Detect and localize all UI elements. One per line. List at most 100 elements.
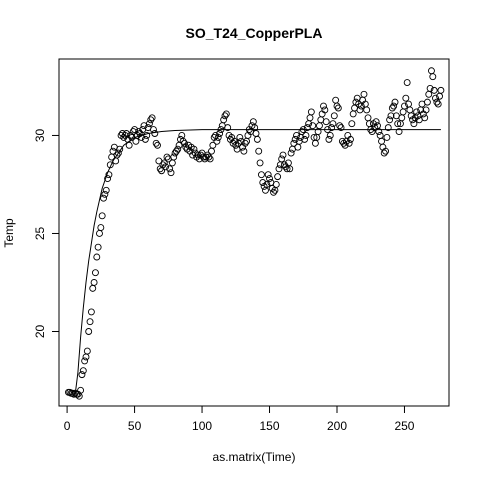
data-point	[326, 136, 332, 142]
data-point	[438, 87, 444, 93]
data-point	[275, 174, 281, 180]
data-point	[152, 131, 158, 137]
data-point	[94, 254, 100, 260]
data-point	[148, 117, 154, 123]
data-point	[221, 117, 227, 123]
data-point	[103, 187, 109, 193]
data-point	[84, 348, 90, 354]
data-point	[271, 189, 277, 195]
data-point	[307, 115, 313, 121]
data-point	[387, 117, 393, 123]
data-point	[95, 244, 101, 250]
data-point	[381, 150, 387, 156]
x-tick-label: 0	[64, 419, 71, 433]
data-point	[79, 372, 85, 378]
data-point	[92, 270, 98, 276]
data-point	[424, 99, 430, 105]
data-point	[98, 225, 104, 231]
data-point	[323, 119, 329, 125]
data-point	[171, 154, 177, 160]
y-tick-label: 30	[33, 128, 47, 142]
fitted-curve	[73, 130, 441, 395]
data-point	[411, 121, 417, 127]
data-point	[208, 148, 214, 154]
data-point	[308, 109, 314, 115]
data-point	[377, 132, 383, 138]
y-tick-label: 25	[33, 226, 47, 240]
data-point	[400, 109, 406, 115]
data-point	[334, 103, 340, 109]
data-point	[428, 68, 434, 74]
data-point	[303, 132, 309, 138]
data-point	[101, 195, 107, 201]
data-point	[88, 309, 94, 315]
data-point	[349, 121, 355, 127]
data-point	[365, 115, 371, 121]
data-point	[254, 136, 260, 142]
data-point	[337, 123, 343, 129]
data-point	[280, 152, 286, 158]
data-point	[237, 134, 243, 140]
data-point	[256, 148, 262, 154]
data-point	[331, 113, 337, 119]
data-point	[399, 115, 405, 121]
data-point	[155, 142, 161, 148]
data-point	[404, 80, 410, 86]
data-point	[257, 160, 263, 166]
data-point	[146, 121, 152, 127]
data-point	[273, 181, 279, 187]
data-point	[267, 176, 273, 182]
data-point	[279, 156, 285, 162]
data-point	[265, 172, 271, 178]
data-point	[384, 134, 390, 140]
data-point	[295, 144, 301, 150]
y-axis-label: Temp	[2, 218, 16, 248]
data-point	[435, 101, 441, 107]
data-point	[434, 99, 440, 105]
data-point	[250, 119, 256, 125]
data-point	[91, 279, 97, 285]
fitted-curve-group	[73, 130, 441, 395]
y-axis: 202530	[33, 128, 59, 338]
x-tick-label: 250	[394, 419, 414, 433]
data-point	[96, 230, 102, 236]
data-point	[83, 354, 89, 360]
data-point	[168, 170, 174, 176]
data-point	[222, 113, 228, 119]
data-point	[364, 107, 370, 113]
data-point	[90, 285, 96, 291]
x-axis-label: as.matrix(Time)	[213, 450, 296, 464]
data-point	[357, 107, 363, 113]
data-point	[80, 368, 86, 374]
data-point	[335, 105, 341, 111]
data-point	[312, 140, 318, 146]
data-point	[241, 148, 247, 154]
data-point	[288, 150, 294, 156]
data-point	[262, 187, 268, 193]
data-point	[391, 103, 397, 109]
chart-title: SO_T24_CopperPLA	[186, 25, 323, 41]
x-axis: 0 50 100 150 200 250	[64, 406, 415, 433]
x-tick-label: 50	[128, 419, 142, 433]
data-point	[316, 123, 322, 129]
data-point	[330, 121, 336, 127]
data-point	[379, 138, 385, 144]
data-point	[133, 138, 139, 144]
data-point	[253, 131, 259, 137]
data-point	[169, 160, 175, 166]
data-point	[333, 97, 339, 103]
data-point	[350, 111, 356, 117]
data-point	[153, 140, 159, 146]
data-point	[149, 115, 155, 121]
data-point	[179, 132, 185, 138]
data-point	[361, 91, 367, 97]
data-point	[407, 107, 413, 113]
data-points	[65, 68, 443, 399]
data-point	[223, 111, 229, 117]
data-point	[327, 132, 333, 138]
data-point	[321, 103, 327, 109]
x-tick-label: 100	[192, 419, 212, 433]
data-point	[430, 74, 436, 80]
data-point	[150, 127, 156, 133]
